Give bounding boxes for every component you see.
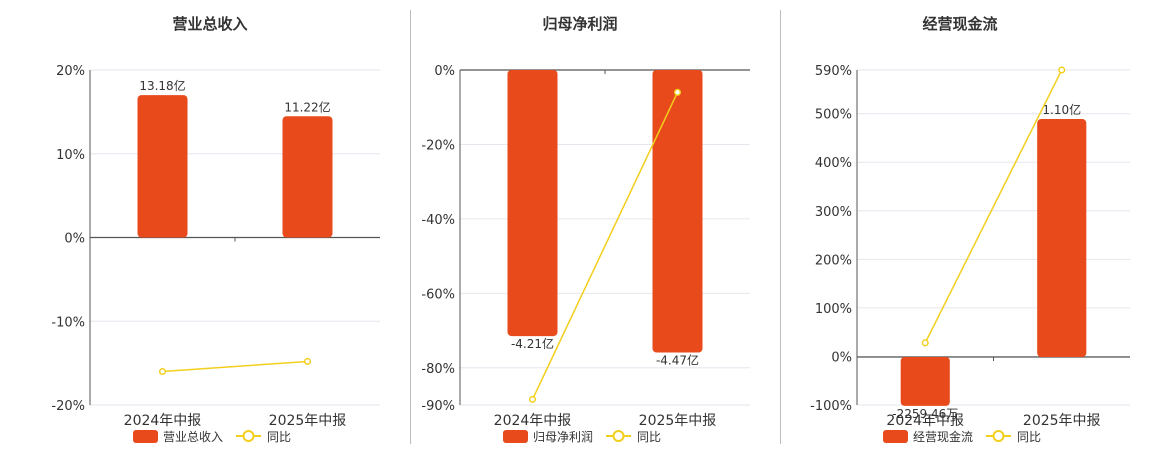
bar-data-label: 11.22亿 [284,99,330,114]
panel-divider [780,10,781,444]
line-series [924,69,1063,344]
y-tick-label: 0% [434,64,455,79]
legend-label: 同比 [267,430,291,444]
x-tick-label: 2024年中报 [886,413,964,429]
legend-label: 经营现金流 [913,429,973,444]
y-tick-label: -60% [421,287,455,302]
x-tick-label: 2024年中报 [124,413,202,429]
bar-data-label: 1.10亿 [1042,102,1081,117]
x-tick-label: 2025年中报 [269,413,347,429]
y-tick-label: -10% [51,315,85,330]
y-tick-label: -40% [421,213,455,228]
y-tick-label: 590% [815,64,852,79]
legend-bar-swatch [133,430,158,443]
y-tick-label: 20% [56,64,85,79]
bar [1037,119,1087,358]
bar-data-label: -4.47亿 [656,353,699,368]
y-tick-label: 0% [831,350,852,365]
chart-title: 营业总收入 [172,15,247,33]
legend-line-marker [242,430,255,442]
y-tick-label: 10% [56,148,85,163]
y-tick-label: -90% [421,399,455,414]
line-point [1058,66,1066,74]
bar-data-label: -2259.46万 [892,407,958,421]
y-tick-label: 100% [815,302,852,317]
bar-data-label: -4.21亿 [511,336,554,351]
y-tick-label: -80% [421,362,455,377]
x-tick-label: 2024年中报 [494,413,572,429]
y-tick-label: 300% [815,205,852,220]
y-tick-label: -20% [51,399,85,414]
panel-divider [410,10,411,444]
y-tick-label: 400% [815,156,852,171]
x-tick-label: 2025年中报 [639,413,717,429]
chart-title: 归母净利润 [542,15,617,33]
bar [507,70,558,337]
line-point [673,88,682,96]
line-point [528,395,537,403]
y-tick-label: -100% [810,399,852,414]
bar [900,357,950,406]
bar [137,95,188,238]
bar-data-label: 13.18亿 [139,78,185,93]
chart-panel-2: 归母净利润 0% -20% -40% -60% -80% -90% -4.21亿 -4.47亿 2… [421,15,750,444]
y-tick-label: 500% [815,108,852,123]
line-point [158,367,167,376]
y-tick-label: -20% [421,138,455,153]
line-series [531,92,679,400]
line-point [921,339,929,347]
y-tick-label: 200% [815,253,852,268]
legend-label: 同比 [1017,430,1041,444]
bar [282,116,333,238]
line-series [162,360,308,373]
x-tick-label: 2025年中报 [1023,413,1101,429]
legend-label: 营业总收入 [163,430,223,444]
legend-line-marker [612,430,625,442]
line-point [303,357,312,366]
legend-bar-swatch [503,430,528,443]
chart-panel-3: 经营现金流 590% 500% 400% 300% 200% 100% 0% -100% -225… [810,15,1130,444]
bar [652,70,703,353]
legend-label: 同比 [637,430,661,444]
chart-title: 经营现金流 [922,15,997,33]
y-tick-label: 0% [64,232,85,247]
legend-label: 归母净利润 [533,430,593,444]
legend-bar-swatch [883,430,908,443]
legend-line-marker [992,430,1005,442]
chart-panel-1: 营业总收入 20% 10% 0% -10% -20% 13.18亿 11.22亿 2024年中报… [51,15,380,444]
